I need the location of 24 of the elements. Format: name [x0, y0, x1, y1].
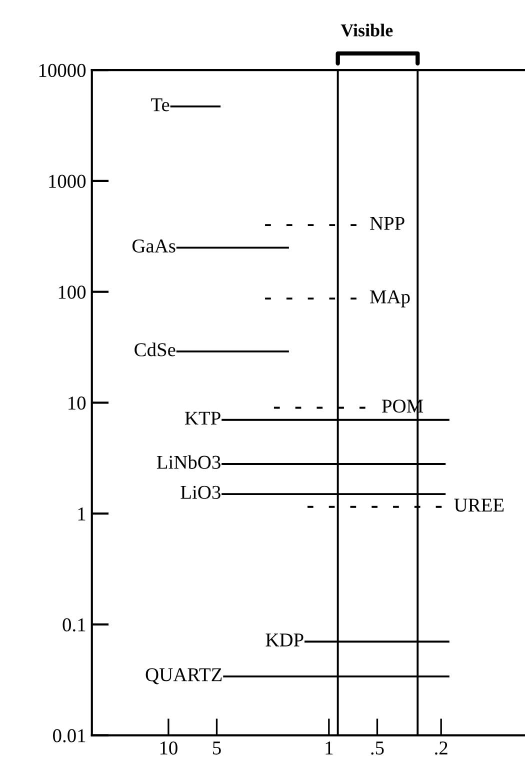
x-tick-label: 1	[326, 742, 333, 754]
series-label: CdSe	[134, 342, 176, 356]
series-label: MAp	[370, 290, 410, 308]
x-tick-label: .2	[435, 742, 448, 755]
series-label: LiNbO3	[156, 455, 220, 469]
text: Visible	[340, 24, 393, 37]
y-tick-label: 10	[68, 396, 86, 410]
y-tick-label: 1	[78, 508, 86, 520]
series-label: LiO3	[180, 486, 220, 499]
series-label: UREE	[454, 498, 504, 512]
x-tick-label: 5	[213, 742, 221, 755]
series-label: KTP	[185, 412, 220, 425]
y-tick-label: 1000	[49, 174, 86, 188]
series-label: GaAs	[132, 240, 176, 253]
x-tick-label: .5	[371, 742, 384, 755]
y-tick-label: 10000	[39, 64, 86, 78]
y-tick-label: 100	[58, 286, 86, 299]
x-tick-label: 10	[160, 741, 178, 755]
series-label: NPP	[370, 217, 404, 230]
series-label: KDP	[266, 634, 304, 646]
y-tick-label: 0.1	[62, 618, 86, 632]
series-label: QUARTZ	[146, 668, 222, 684]
series-label: Te	[151, 98, 170, 112]
y-tick-label: 0.01	[53, 729, 86, 742]
